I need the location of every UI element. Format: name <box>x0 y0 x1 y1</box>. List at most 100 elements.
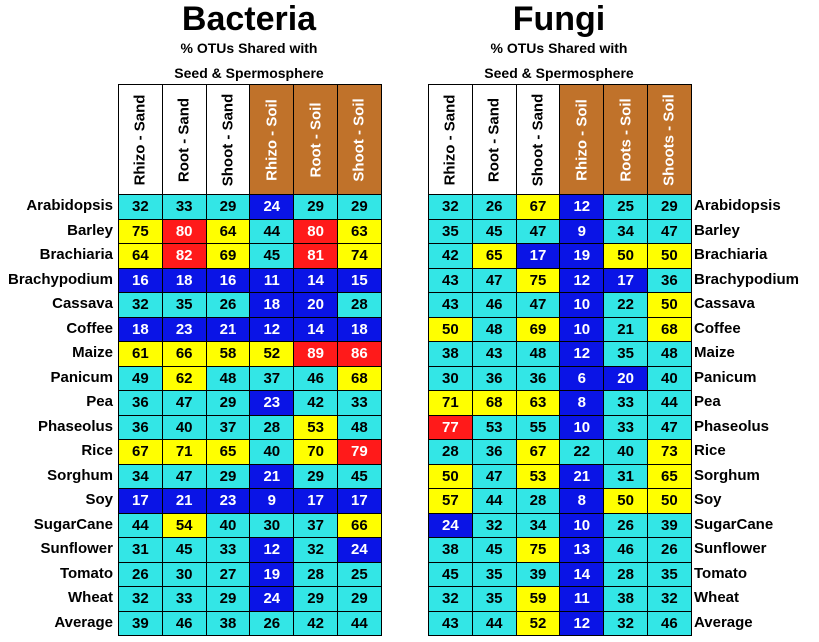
fungi-value-cell: 48 <box>647 341 692 367</box>
fungi-value-cell: 25 <box>603 194 648 220</box>
fungi-value-cell: 44 <box>471 610 517 636</box>
bacteria-column-header: Shoot - Soil <box>337 84 382 195</box>
fungi-value-cell: 67 <box>515 194 561 220</box>
fungi-value-cell: 39 <box>647 512 692 538</box>
bacteria-value-cell: 32 <box>118 586 163 612</box>
fungi-value-cell: 11 <box>559 586 605 612</box>
bacteria-value-cell: 21 <box>249 463 295 489</box>
fungi-value-cell: 40 <box>647 365 692 391</box>
fungi-value-cell: 8 <box>559 390 605 416</box>
bacteria-value-cell: 53 <box>293 414 338 440</box>
bacteria-title: Bacteria <box>181 0 317 38</box>
bacteria-value-cell: 46 <box>293 365 338 391</box>
bacteria-value-cell: 64 <box>118 243 163 269</box>
fungi-row-label: Average <box>694 613 753 631</box>
fungi-value-cell: 17 <box>515 243 561 269</box>
fungi-row-label: Soy <box>694 491 722 508</box>
fungi-row-label: Coffee <box>694 319 741 337</box>
bacteria-value-cell: 40 <box>205 512 251 538</box>
fungi-row-label: Wheat <box>694 589 739 606</box>
bacteria-value-cell: 80 <box>161 218 207 244</box>
fungi-value-cell: 38 <box>603 586 648 612</box>
bacteria-value-cell: 33 <box>337 390 382 416</box>
fungi-column-header: Rhizo - Sand <box>428 84 473 195</box>
fungi-row-label: Tomato <box>694 564 748 582</box>
fungi-column-label: Shoot - Sand <box>529 93 547 186</box>
bacteria-row-label: SugarCane <box>33 515 113 533</box>
bacteria-value-cell: 58 <box>205 341 251 367</box>
bacteria-value-cell: 33 <box>161 194 207 220</box>
bacteria-value-cell: 48 <box>337 414 382 440</box>
fungi-value-cell: 47 <box>515 292 561 318</box>
bacteria-value-cell: 44 <box>337 610 382 636</box>
fungi-value-cell: 26 <box>647 537 692 563</box>
fungi-value-cell: 21 <box>559 463 605 489</box>
fungi-row-label: Phaseolus <box>694 417 770 435</box>
bacteria-value-cell: 26 <box>249 610 295 636</box>
fungi-value-cell: 14 <box>559 561 605 587</box>
fungi-value-cell: 12 <box>559 267 605 293</box>
fungi-value-cell: 36 <box>647 267 692 293</box>
bacteria-value-cell: 66 <box>337 512 382 538</box>
fungi-column-header: Rhizo - Soil <box>559 84 605 195</box>
bacteria-column-header: Root - Sand <box>161 84 207 195</box>
bacteria-value-cell: 20 <box>293 292 338 318</box>
bacteria-value-cell: 12 <box>249 537 295 563</box>
fungi-value-cell: 48 <box>471 316 517 342</box>
fungi-value-cell: 50 <box>603 243 648 269</box>
bacteria-value-cell: 18 <box>337 316 382 342</box>
bacteria-row-label: Brachypodium <box>7 270 113 288</box>
bacteria-value-cell: 29 <box>293 194 338 220</box>
bacteria-value-cell: 71 <box>161 439 207 465</box>
fungi-value-cell: 43 <box>471 341 517 367</box>
bacteria-value-cell: 47 <box>161 463 207 489</box>
bacteria-value-cell: 28 <box>293 561 338 587</box>
bacteria-row-label: Panicum <box>50 368 113 386</box>
fungi-value-cell: 45 <box>428 561 473 587</box>
fungi-value-cell: 36 <box>515 365 561 391</box>
bacteria-value-cell: 46 <box>161 610 207 636</box>
bacteria-value-cell: 31 <box>118 537 163 563</box>
bacteria-value-cell: 44 <box>118 512 163 538</box>
bacteria-value-cell: 29 <box>293 463 338 489</box>
fungi-value-cell: 44 <box>471 488 517 514</box>
fungi-value-cell: 77 <box>428 414 473 440</box>
bacteria-value-cell: 29 <box>205 463 251 489</box>
bacteria-subtitle-line1: % OTUs Shared with <box>180 40 318 56</box>
fungi-value-cell: 53 <box>515 463 561 489</box>
fungi-value-cell: 35 <box>471 561 517 587</box>
fungi-value-cell: 43 <box>428 292 473 318</box>
bacteria-value-cell: 54 <box>161 512 207 538</box>
bacteria-value-cell: 23 <box>161 316 207 342</box>
bacteria-column-header: Rhizo - Sand <box>118 84 163 195</box>
fungi-row-label: Maize <box>694 344 735 361</box>
bacteria-value-cell: 30 <box>161 561 207 587</box>
bacteria-row-label: Barley <box>67 221 113 239</box>
bacteria-value-cell: 39 <box>118 610 163 636</box>
fungi-value-cell: 10 <box>559 292 605 318</box>
fungi-value-cell: 53 <box>471 414 517 440</box>
bacteria-value-cell: 40 <box>161 414 207 440</box>
bacteria-value-cell: 38 <box>205 610 251 636</box>
fungi-value-cell: 44 <box>647 390 692 416</box>
fungi-row-label: Brachiaria <box>694 246 768 263</box>
fungi-value-cell: 32 <box>603 610 648 636</box>
bacteria-row-label: Coffee <box>66 319 113 337</box>
bacteria-value-cell: 21 <box>161 488 207 514</box>
fungi-value-cell: 12 <box>559 341 605 367</box>
bacteria-row-label: Wheat <box>68 589 113 606</box>
fungi-value-cell: 22 <box>559 439 605 465</box>
bacteria-value-cell: 32 <box>293 537 338 563</box>
fungi-row-label: Panicum <box>694 368 757 386</box>
fungi-value-cell: 34 <box>603 218 648 244</box>
bacteria-value-cell: 24 <box>337 537 382 563</box>
bacteria-value-cell: 33 <box>161 586 207 612</box>
bacteria-value-cell: 36 <box>118 414 163 440</box>
bacteria-column-header: Root - Soil <box>293 84 338 195</box>
bacteria-value-cell: 28 <box>337 292 382 318</box>
fungi-column-header: Shoot - Sand <box>515 84 561 195</box>
bacteria-value-cell: 29 <box>293 586 338 612</box>
bacteria-value-cell: 79 <box>337 439 382 465</box>
fungi-value-cell: 47 <box>471 267 517 293</box>
bacteria-value-cell: 36 <box>118 390 163 416</box>
